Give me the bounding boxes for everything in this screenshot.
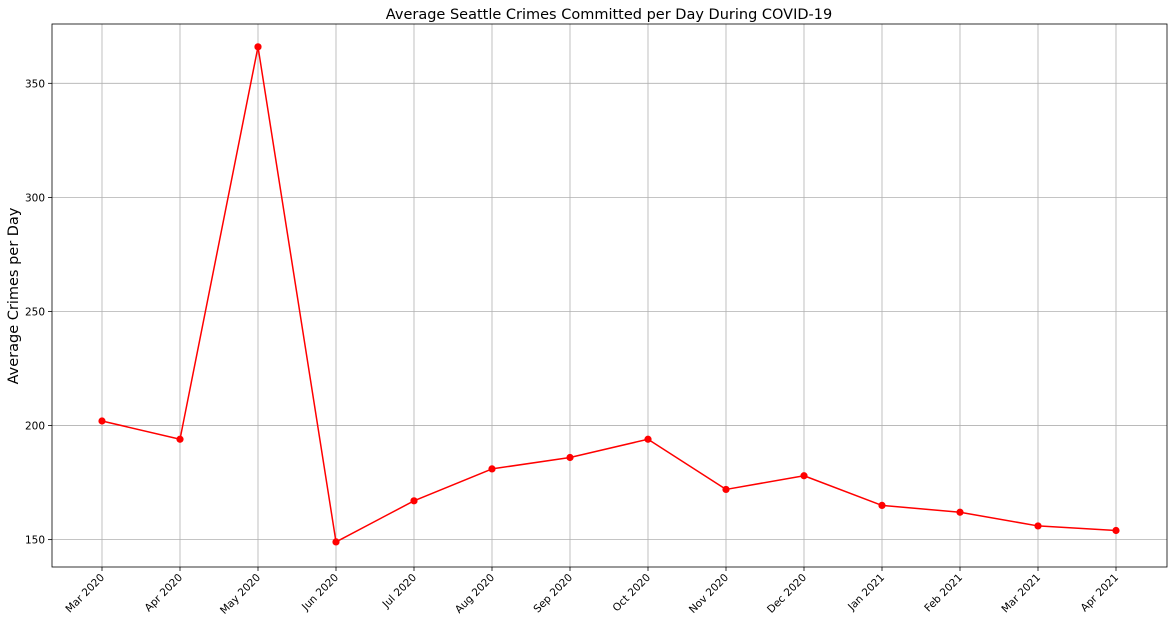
y-tick-label: 300 <box>25 192 45 204</box>
data-point <box>722 485 730 494</box>
data-point <box>1112 526 1120 535</box>
y-tick-label: 250 <box>25 306 45 318</box>
x-tick-label: Oct 2020 <box>611 572 654 615</box>
tick-labels: Mar 2020 Apr 2020 May 2020 Jun 2020 Jul 2020… <box>25 78 1121 616</box>
x-tick-label: May 2020 <box>218 572 263 617</box>
data-point <box>566 453 574 462</box>
data-point <box>956 508 964 516</box>
x-tick-label: Feb 2021 <box>922 572 965 615</box>
x-tick-label: Nov 2020 <box>687 572 731 616</box>
x-tick-label: Sep 2020 <box>531 572 575 616</box>
data-point <box>1034 522 1042 530</box>
data-point <box>176 435 184 443</box>
data-point <box>878 501 886 509</box>
x-tick-label: Aug 2020 <box>453 572 497 616</box>
chart-title: Average Seattle Crimes Committed per Day… <box>386 7 832 23</box>
x-tick-label: Apr 2020 <box>143 572 186 615</box>
axes <box>48 23 1168 571</box>
x-tick-label: Mar 2020 <box>63 572 107 616</box>
x-tick-label: Mar 2021 <box>999 572 1043 616</box>
data-point <box>98 417 106 425</box>
plot-frame <box>51 23 1168 568</box>
x-tick-label: Jan 2021 <box>845 572 887 614</box>
grid-lines <box>52 24 1167 567</box>
data-point <box>488 465 496 473</box>
x-tick-label: Jul 2020 <box>380 572 419 611</box>
data-point <box>800 472 808 480</box>
x-tick-label: Apr 2021 <box>1079 572 1122 615</box>
series-layer <box>98 43 1120 546</box>
x-tick-label: Jun 2020 <box>299 572 341 614</box>
y-tick-label: 350 <box>25 78 45 90</box>
data-point <box>332 538 340 546</box>
data-point <box>254 43 262 51</box>
data-point <box>644 435 652 443</box>
series-line <box>101 46 1117 543</box>
x-tick-label: Dec 2020 <box>765 572 809 616</box>
data-point <box>410 497 418 505</box>
y-tick-label: 200 <box>25 421 45 433</box>
y-tick-label: 150 <box>25 535 45 547</box>
y-axis-label: Average Crimes per Day <box>6 207 22 384</box>
